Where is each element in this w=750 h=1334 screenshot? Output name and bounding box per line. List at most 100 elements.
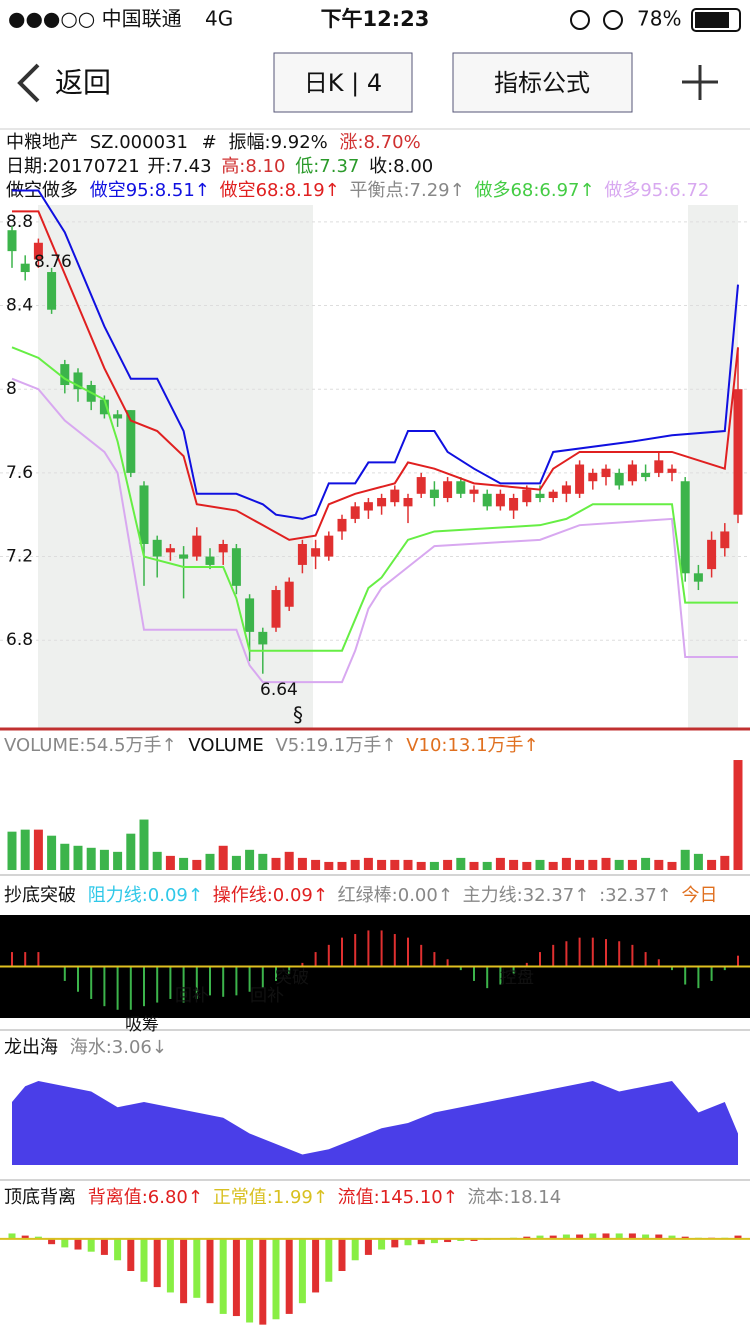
candle-body [99, 399, 109, 415]
resist: 阻力线:0.09↑ [88, 885, 203, 906]
bars-label: 红绿棒:0.00↑ [338, 885, 453, 906]
diverge-bar [114, 1238, 122, 1261]
y-tick-label: 6.8 [6, 630, 33, 650]
lock-icon [570, 10, 590, 30]
legend-item: 平衡点:7.29↑ [349, 180, 464, 201]
diverge-bar [312, 1238, 320, 1293]
candle-body [231, 548, 241, 586]
volume-bar [165, 855, 175, 870]
bands-title: 做空做多 [6, 180, 78, 201]
flow: 流值:145.10↑ [338, 1187, 458, 1208]
highlight-zone [688, 205, 738, 728]
volume-name: VOLUME [188, 735, 263, 756]
diverge-bar [325, 1238, 333, 1282]
candle-body [707, 539, 717, 570]
band-line [11, 377, 738, 684]
volume-bar [113, 851, 123, 870]
diverge-bar [193, 1238, 201, 1298]
v10: V10:13.1万手↑ [406, 735, 538, 756]
volume-bar [693, 853, 703, 870]
period-button[interactable] [273, 52, 413, 113]
diverge-bar [246, 1238, 254, 1323]
volume-bar [363, 857, 373, 870]
annotation: § [293, 703, 303, 727]
battery-icon [691, 8, 741, 32]
volume-bar [416, 861, 426, 870]
candle-body [443, 481, 453, 498]
legend-item: 做空68:8.19↑ [220, 180, 340, 201]
candle-body [575, 464, 585, 494]
volume-bar [667, 861, 677, 870]
volume-bar [231, 855, 241, 870]
period-label: 日K | 4 [304, 69, 382, 97]
diverge-bar [404, 1238, 412, 1246]
candle-body [350, 506, 360, 519]
volume-bar [86, 847, 96, 870]
info-line: 中粮地产 SZ.000031 # 振幅:9.92% 涨:8.70% [6, 132, 421, 153]
candle-body [363, 502, 373, 511]
volume-bar [152, 851, 162, 870]
y-tick-label: 7.6 [6, 463, 33, 483]
volume-bar [680, 849, 690, 870]
candle-body [495, 493, 505, 507]
candle-body [456, 481, 466, 494]
volume-label: VOLUME:54.5万手↑ [4, 735, 177, 756]
info-line: 日期:20170721 开:7.43 高:8.10 低:7.37 收:8.00 [6, 156, 433, 177]
today: 今日 [681, 885, 717, 906]
signal-label: 吸筹 [125, 1015, 159, 1035]
volume-bar [495, 857, 505, 870]
volume-bar [482, 861, 492, 870]
band-line [12, 189, 739, 520]
diverge: 背离值:6.80↑ [88, 1187, 203, 1208]
volume-bar [271, 857, 281, 870]
candle-body [667, 468, 677, 473]
candle-body [416, 477, 426, 494]
candle-body [733, 389, 743, 515]
diverge-bar [364, 1238, 372, 1255]
operate: 操作线:0.09↑ [213, 885, 328, 906]
candle-body [469, 489, 479, 494]
signal-label: 突破 [275, 968, 309, 988]
candle-body [152, 539, 162, 557]
candle-body [548, 491, 558, 498]
volume-bar [33, 829, 43, 870]
diverge-bar [457, 1238, 465, 1241]
volume-bar [535, 859, 545, 870]
volume-bar [469, 861, 479, 870]
carrier: ●●●○○ 中国联通 [8, 7, 182, 31]
normal: 正常值:1.99↑ [213, 1187, 328, 1208]
change: 涨:8.70% [339, 132, 420, 153]
diverge-bar [100, 1238, 108, 1255]
volume-bar [245, 849, 255, 870]
volume-bar [205, 853, 215, 870]
low: 低:7.37 [295, 156, 359, 177]
high: 高:8.10 [221, 156, 285, 177]
formula-button[interactable] [452, 52, 633, 113]
back-button[interactable]: 返回 [55, 66, 111, 99]
candle-body [641, 472, 651, 478]
candle-body [139, 485, 149, 545]
volume-bar [218, 845, 228, 870]
back-arrow[interactable] [17, 63, 40, 103]
diverge-bar [232, 1238, 240, 1317]
candle-body [522, 489, 532, 503]
formula-label: 指标公式 [494, 69, 590, 97]
volume-bar [614, 859, 624, 870]
diverge-bar [417, 1238, 425, 1245]
diverge-bar [87, 1238, 95, 1252]
diverge-bar [272, 1238, 280, 1320]
candle-body [165, 548, 175, 553]
diverge-bar [219, 1238, 227, 1314]
candle-body [73, 372, 83, 390]
volume-bar [377, 859, 387, 870]
volume-bar [179, 857, 189, 870]
diverge-bar [536, 1235, 544, 1239]
diverge-bar [589, 1233, 597, 1239]
y-tick-label: 7.2 [6, 547, 33, 567]
legend-item: 做多68:6.97↑ [474, 180, 594, 201]
alarm-icon [603, 10, 623, 30]
diverge-bar [140, 1238, 148, 1282]
sea: 海水:3.06↓ [70, 1037, 167, 1058]
diverge-bar [351, 1238, 359, 1261]
diverge-bar [642, 1234, 650, 1239]
